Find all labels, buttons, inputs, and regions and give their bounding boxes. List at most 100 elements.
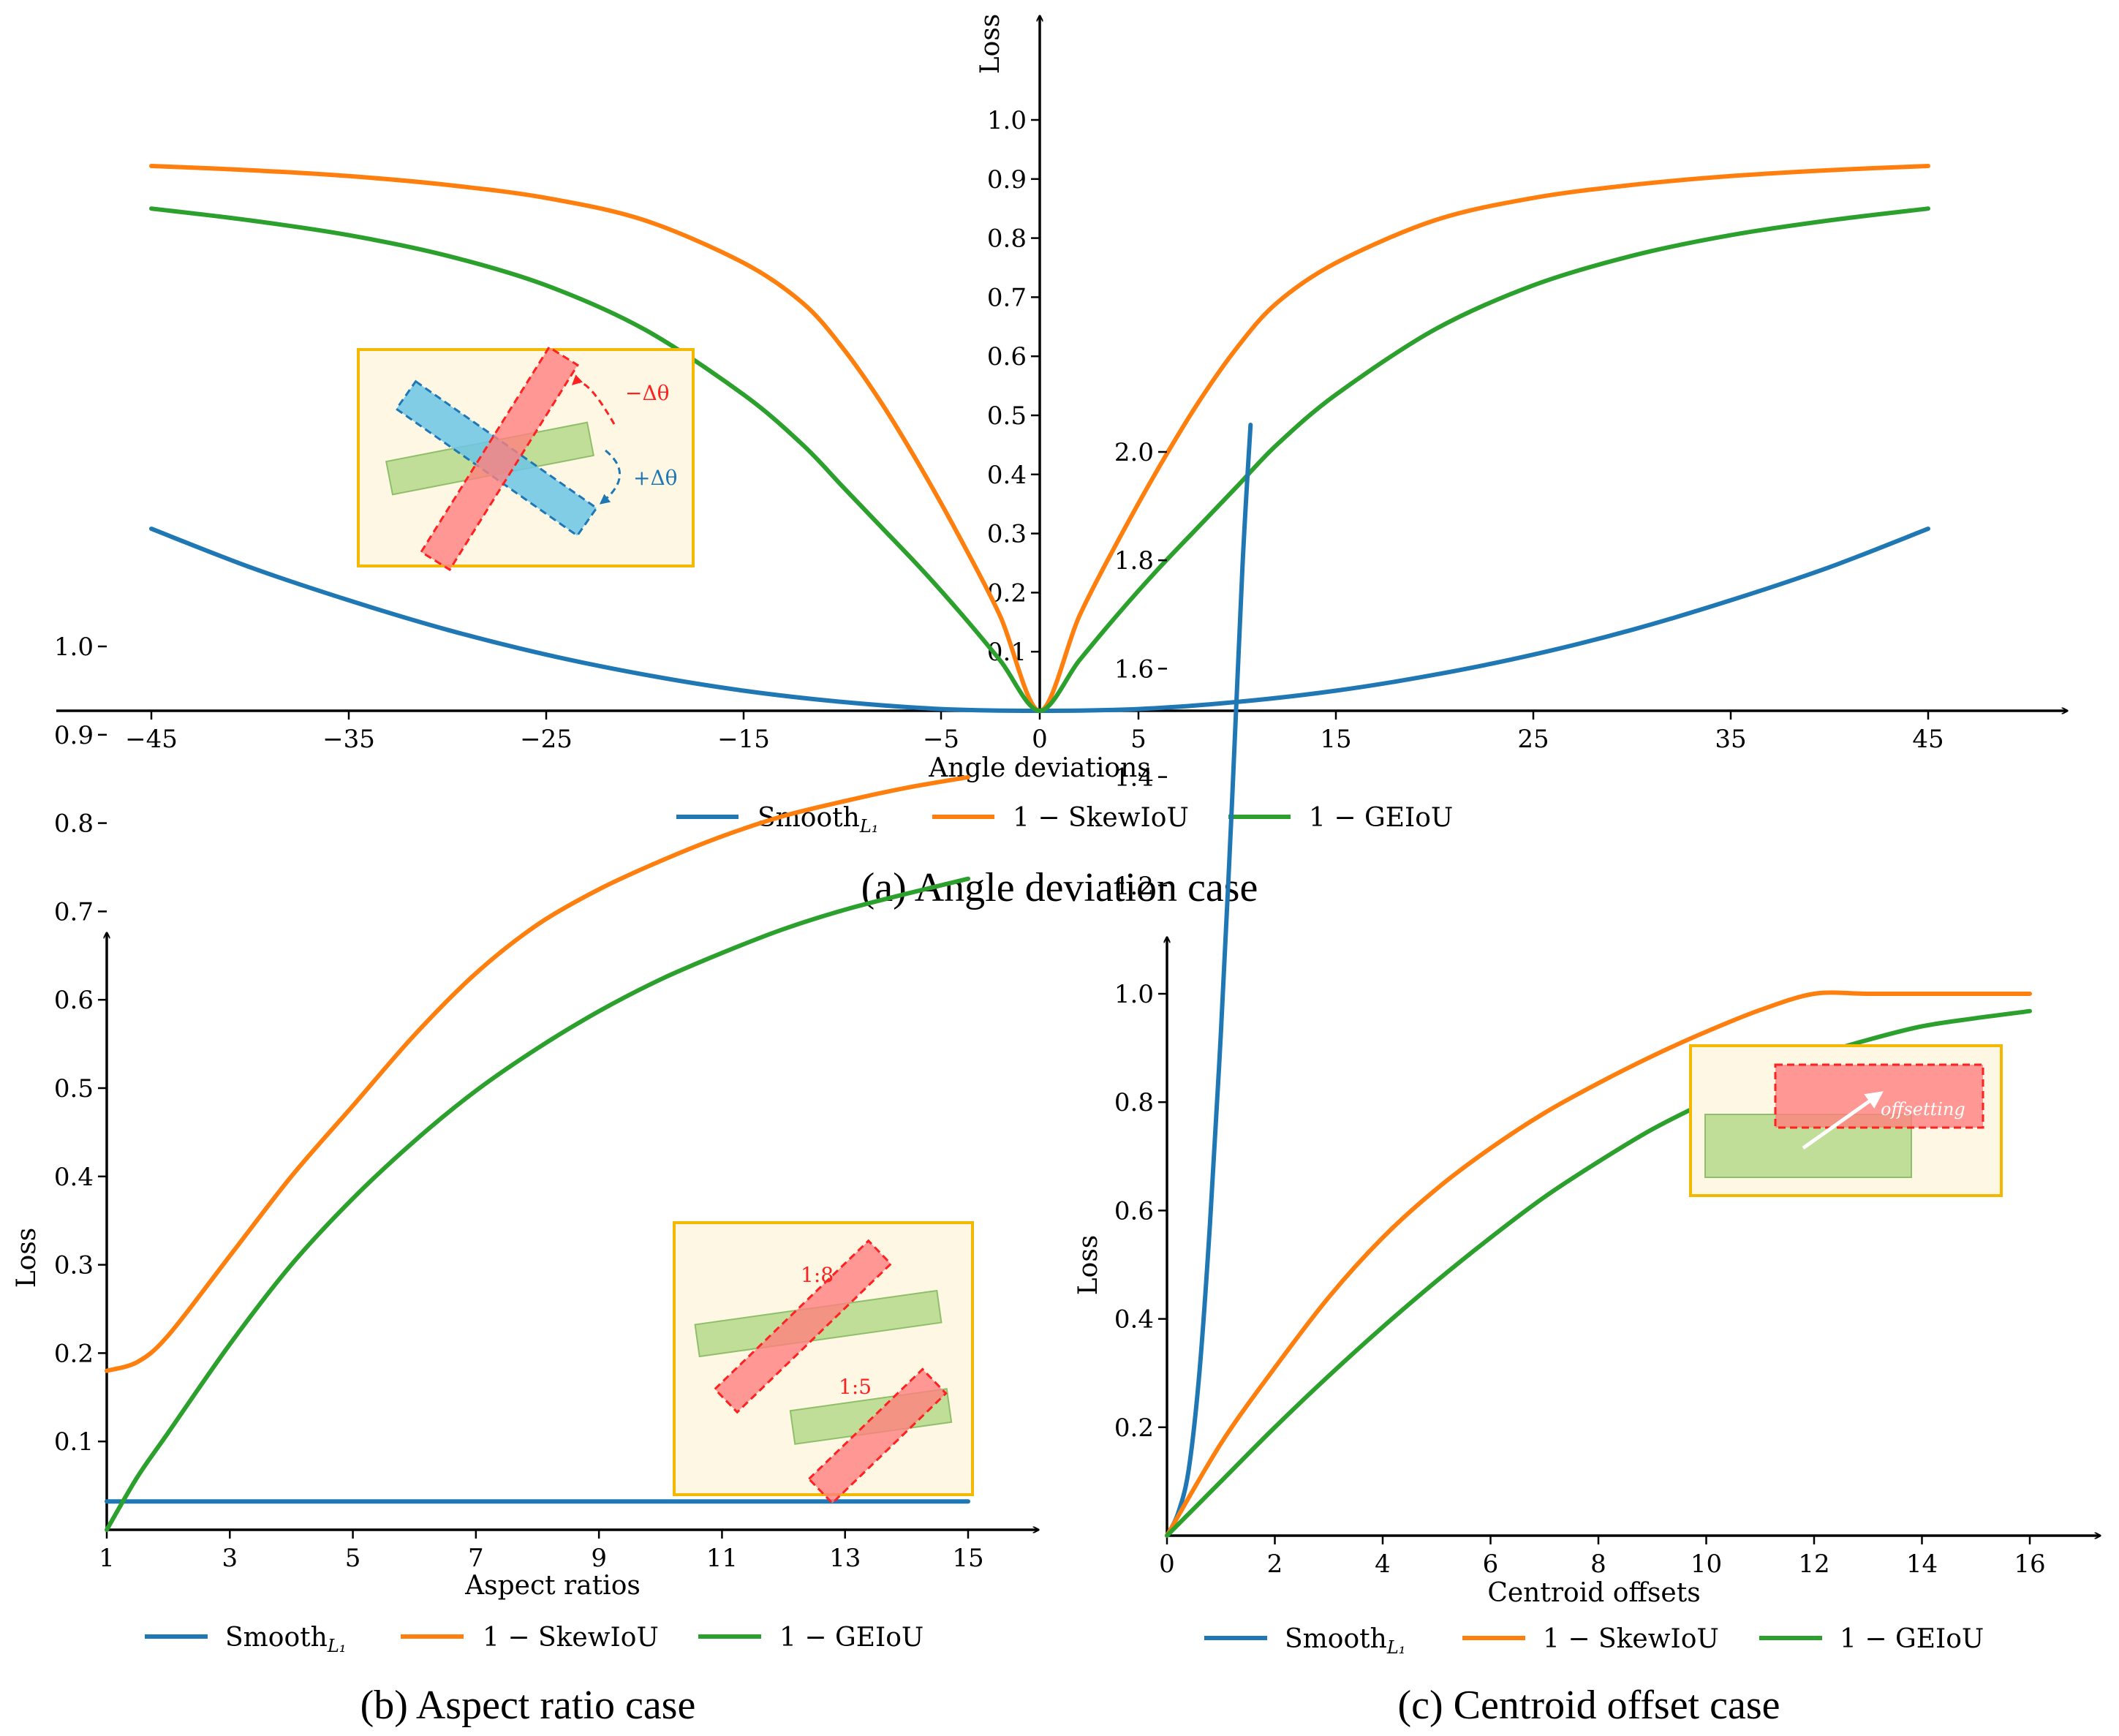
x-tick-label: 7 <box>468 1544 484 1573</box>
x-tick-label: −35 <box>322 725 375 754</box>
inset-red-box-1-8 <box>713 1239 893 1414</box>
x-tick-label: 9 <box>591 1544 607 1573</box>
x-tick-label: −25 <box>520 725 573 754</box>
y-tick-label: 0.5 <box>54 1074 94 1103</box>
legend-label-skew: 1 − SkewIoU <box>483 1623 659 1653</box>
x-tick-label: 13 <box>829 1544 861 1573</box>
x-tick-label: −5 <box>923 725 959 754</box>
caption-b: (b) Aspect ratio case <box>360 1683 696 1728</box>
inset-blue-arrow <box>599 449 622 505</box>
inset-white-arrow <box>1802 1091 1884 1150</box>
inset-offsetting: offsetting <box>1881 1099 1965 1120</box>
legend-b: SmoothL₁ 1 − SkewIoU 1 − GEIoU <box>145 1623 923 1656</box>
x-tick-label: −15 <box>717 725 770 754</box>
y-tick-label: 0.1 <box>54 1427 94 1457</box>
legend-c: SmoothL₁ 1 − SkewIoU 1 − GEIoU <box>1204 1624 1984 1658</box>
legend-label-skew: 1 − SkewIoU <box>1543 1624 1719 1654</box>
legend-label-geiou: 1 − GEIoU <box>779 1623 923 1653</box>
x-tick-label: 5 <box>1130 725 1147 754</box>
x-tick-label: 6 <box>1483 1550 1499 1579</box>
y-tick-label: 0.4 <box>987 461 1027 490</box>
y-tick-label: 1.6 <box>1114 654 1154 684</box>
x-tick-label: 10 <box>1691 1550 1722 1579</box>
series-line-geiou <box>105 876 970 1532</box>
y-tick-label: 0.4 <box>54 1163 94 1192</box>
x-tick-label: 14 <box>1906 1550 1938 1579</box>
y-tick-label: 2.0 <box>1114 438 1154 467</box>
inset-red-box-1-5 <box>807 1367 948 1505</box>
inset-ratio-1-5: 1:5 <box>839 1375 872 1399</box>
y-tick-label: 1.0 <box>987 106 1027 135</box>
x-tick-label: 3 <box>222 1544 238 1573</box>
y-tick-label: 0.2 <box>1114 1414 1154 1443</box>
y-tick-label: 0.6 <box>54 986 94 1015</box>
x-tick-label: 8 <box>1590 1550 1606 1579</box>
y-tick-label: 0.2 <box>54 1339 94 1368</box>
series-line-skew <box>1165 990 2032 1538</box>
caption-a: (a) Angle deviation case <box>861 865 1258 910</box>
inset-red-box <box>419 345 580 572</box>
y-tick-label: 1.2 <box>1114 872 1154 901</box>
y-tick-label: 0.7 <box>54 897 94 927</box>
inset-plus-dtheta: +Δθ <box>633 466 678 490</box>
x-tick-label: −45 <box>125 725 178 754</box>
series-line-smooth <box>1165 423 1253 1538</box>
series-line-geiou <box>149 206 1930 713</box>
y-tick-label: 1.4 <box>1114 763 1154 793</box>
x-tick-label: 0 <box>1032 725 1048 754</box>
inset-red-box <box>1774 1063 1984 1129</box>
plot-c: 0 2 4 6 8 10 12 14 16 0.2 0.4 0.6 0.8 1.0 1.2 1.4 1.6 1.8… <box>1073 423 2100 1608</box>
y-tick-label: 0.9 <box>54 721 94 750</box>
inset-offset-diagram: offsetting <box>1689 1044 2003 1197</box>
y-tick-label: 0.8 <box>987 224 1027 254</box>
inset-frame <box>673 1221 974 1496</box>
y-axis-label: Loss <box>975 14 1005 75</box>
plot-b: 1 3 5 7 9 11 13 150.10.20.30.40.50.60.70.80.91.… <box>12 633 1038 1601</box>
y-tick-label: 1.0 <box>54 633 94 662</box>
x-tick-label: 15 <box>1320 725 1351 754</box>
inset-red-arrow <box>571 374 616 425</box>
legend-label-smooth: SmoothL₁ <box>225 1623 346 1656</box>
inset-angle-diagram: −Δθ +Δθ <box>357 345 695 572</box>
x-axis-label: Centroid offsets <box>1487 1578 1700 1608</box>
panel-angle-deviation: −45 −35 −25 −15 −5 0 5 15 25 35 450.10.20.30.40.50… <box>56 14 2067 910</box>
x-axis-label: Aspect ratios <box>464 1571 641 1601</box>
y-tick-label: 0.9 <box>987 165 1027 195</box>
y-tick-label: 0.3 <box>987 520 1027 549</box>
y-tick-label: 0.7 <box>987 283 1027 312</box>
series-line-geiou <box>1165 1008 2032 1538</box>
y-tick-label: 0.5 <box>987 401 1027 431</box>
y-axis-label: Loss <box>12 1228 42 1288</box>
legend-label-geiou: 1 − GEIoU <box>1309 803 1453 833</box>
x-tick-label: 15 <box>952 1544 983 1573</box>
x-tick-label: 16 <box>2014 1550 2045 1579</box>
legend-label-skew: 1 − SkewIoU <box>1013 803 1189 833</box>
x-tick-label: 45 <box>1912 725 1944 754</box>
legend-label-smooth: SmoothL₁ <box>1285 1624 1405 1658</box>
x-tick-label: 12 <box>1798 1550 1829 1579</box>
x-tick-label: 1 <box>99 1544 115 1573</box>
y-tick-label: 0.4 <box>1114 1305 1154 1335</box>
inset-minus-dtheta: −Δθ <box>625 381 670 405</box>
x-tick-label: 25 <box>1517 725 1549 754</box>
panel-centroid-offset: 0 2 4 6 8 10 12 14 16 0.2 0.4 0.6 0.8 1.0 1.2 1.4 1.6 1.8… <box>1073 423 2100 1728</box>
series-line-skew <box>105 774 970 1373</box>
y-tick-label: 0.6 <box>987 342 1027 371</box>
inset-ratio-1-8: 1:8 <box>801 1263 834 1287</box>
y-axis-label: Loss <box>1073 1235 1103 1296</box>
legend-label-geiou: 1 − GEIoU <box>1840 1624 1984 1654</box>
y-tick-label: 0.8 <box>54 809 94 839</box>
x-tick-label: 4 <box>1375 1550 1391 1579</box>
x-tick-label: 5 <box>345 1544 361 1573</box>
y-tick-label: 1.8 <box>1114 546 1154 575</box>
x-tick-label: 2 <box>1267 1550 1283 1579</box>
x-tick-label: 35 <box>1715 725 1746 754</box>
y-tick-label: 0.3 <box>54 1251 94 1280</box>
legend-a: SmoothL₁ 1 − SkewIoU 1 − GEIoU <box>676 803 1453 837</box>
caption-c: (c) Centroid offset case <box>1398 1683 1780 1728</box>
panel-aspect-ratio: 1 3 5 7 9 11 13 150.10.20.30.40.50.60.70.80.91.… <box>12 633 1038 1728</box>
x-tick-label: 0 <box>1159 1550 1175 1579</box>
y-tick-label: 1.0 <box>1114 980 1154 1009</box>
y-tick-label: 0.8 <box>1114 1088 1154 1117</box>
